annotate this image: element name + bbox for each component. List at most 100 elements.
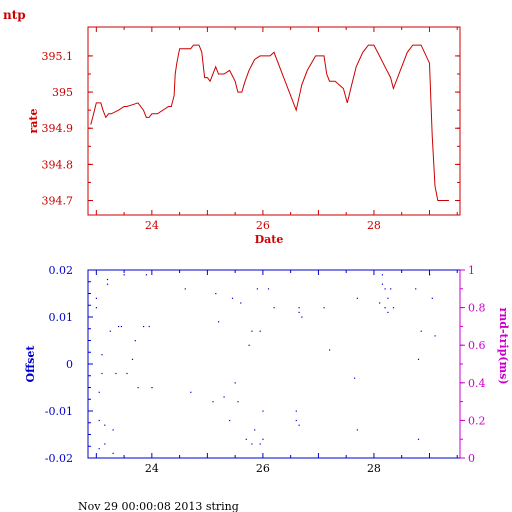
offset-point	[381, 274, 383, 276]
offset-x-tick-label: 24	[145, 462, 159, 475]
rate-x-axis-label: Date	[255, 233, 284, 246]
offset-point	[417, 438, 420, 440]
rate-y-tick-label: 395.1	[42, 50, 74, 63]
offset-point	[218, 321, 220, 323]
rtt-y-tick-label: 0.6	[468, 339, 486, 352]
offset-point	[429, 274, 431, 276]
offset-point	[431, 297, 433, 299]
offset-point	[151, 387, 153, 389]
offset-plot-frame	[87, 269, 461, 459]
rate-y-tick-label: 394.8	[42, 158, 74, 171]
offset-point	[137, 387, 139, 389]
offset-point	[259, 330, 261, 332]
offset-point	[234, 382, 236, 384]
rate-y-tick-label: 394.7	[42, 195, 74, 208]
offset-point	[120, 325, 122, 328]
rate-y-tick-label: 394.9	[42, 122, 74, 135]
offset-point	[254, 429, 256, 431]
offset-point	[329, 349, 331, 351]
offset-point	[392, 307, 395, 309]
rtt-y-tick-label: 0	[468, 452, 475, 465]
offset-point	[379, 302, 381, 304]
offset-point	[184, 288, 186, 290]
offset-point	[123, 274, 125, 276]
offset-point	[131, 358, 134, 360]
offset-point	[98, 391, 100, 393]
offset-point	[126, 372, 128, 375]
offset-point	[212, 401, 214, 403]
offset-point	[143, 325, 145, 328]
offset-point	[390, 288, 392, 290]
offset-point	[118, 325, 120, 328]
offset-point	[387, 297, 389, 299]
offset-point	[134, 340, 136, 342]
offset-point	[190, 391, 192, 393]
rate-x-tick-label: 24	[145, 219, 159, 232]
rate-x-tick-label: 28	[367, 219, 381, 232]
offset-point	[354, 377, 356, 379]
offset-point	[295, 410, 297, 412]
offset-point	[356, 429, 358, 431]
rate-plot-frame	[87, 26, 461, 216]
offset-point	[256, 288, 258, 290]
offset-point	[215, 293, 217, 295]
rate-series-line	[90, 44, 449, 201]
offset-point	[381, 283, 383, 285]
offset-y-tick-label: 0	[66, 358, 73, 371]
offset-point	[384, 307, 386, 309]
offset-point	[98, 448, 100, 450]
offset-point	[237, 401, 239, 403]
offset-point	[109, 330, 111, 332]
offset-point	[384, 288, 386, 290]
offset-point	[223, 396, 225, 398]
rtt-y-tick-label: 1	[468, 264, 475, 277]
offset-point	[248, 344, 250, 346]
offset-point	[112, 452, 114, 454]
offset-point	[298, 424, 300, 426]
offset-point	[106, 278, 109, 281]
rate-x-tick-label: 26	[256, 219, 270, 232]
offset-point	[295, 419, 297, 422]
offset-point	[104, 443, 106, 445]
offset-y-tick-label: 0.01	[49, 311, 74, 324]
offset-point	[273, 307, 275, 309]
offset-point	[323, 307, 325, 309]
offset-y-axis-label: Offset	[24, 345, 37, 383]
offset-point	[101, 354, 103, 356]
rate-y-axis-label: rate	[27, 108, 40, 133]
offset-point	[148, 325, 150, 328]
footer-timestamp: Nov 29 00:00:08 2013 string	[78, 500, 239, 512]
offset-point	[98, 419, 100, 422]
offset-point	[267, 288, 270, 290]
offset-point	[259, 443, 261, 445]
offset-point	[387, 311, 389, 313]
offset-x-tick-label: 26	[256, 462, 270, 475]
offset-point	[145, 274, 147, 276]
offset-point	[106, 283, 109, 285]
rate-y-tick-label: 395	[52, 86, 73, 99]
offset-point	[434, 335, 436, 337]
offset-point	[420, 330, 422, 332]
offset-point	[251, 443, 253, 445]
offset-point	[104, 424, 106, 426]
offset-point	[415, 288, 417, 290]
offset-x-tick-label: 28	[367, 462, 381, 475]
offset-point	[229, 419, 231, 422]
offset-point	[301, 316, 303, 318]
offset-point	[112, 429, 114, 431]
page-label: ntp	[3, 8, 26, 22]
offset-point	[356, 297, 358, 299]
offset-point	[262, 438, 264, 440]
offset-point	[298, 311, 300, 313]
offset-point	[101, 372, 103, 375]
offset-y-tick-label: -0.02	[45, 452, 73, 465]
rtt-y-tick-label: 0.4	[468, 377, 486, 390]
offset-point	[245, 438, 247, 440]
offset-point	[115, 372, 117, 375]
offset-y-tick-label: -0.01	[45, 405, 73, 418]
offset-point	[231, 297, 234, 299]
offset-point	[95, 307, 97, 309]
rtt-y-axis-label: rnd-trip(ms)	[497, 307, 510, 384]
offset-point	[298, 307, 300, 309]
